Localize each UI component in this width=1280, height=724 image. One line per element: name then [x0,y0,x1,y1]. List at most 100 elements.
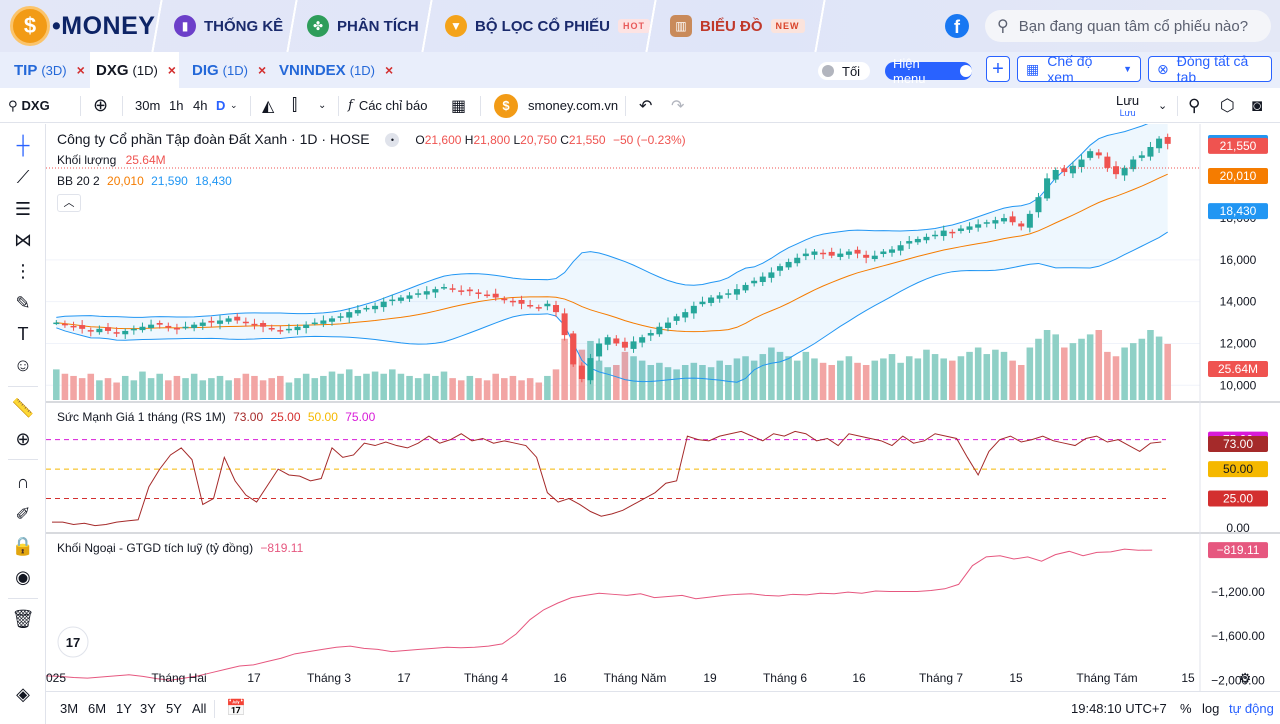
range-3m[interactable]: 3M [60,701,79,716]
candle-body [251,323,258,326]
quick-search-icon[interactable]: ⚲ [1188,95,1201,115]
crosshair-icon[interactable]: ┼ [16,134,30,155]
show-menu-toggle[interactable]: Hiện menu [885,56,972,86]
volume-bar [914,358,922,400]
prediction-icon[interactable]: ⋮ [14,260,32,281]
range-6m[interactable]: 6M [88,701,107,716]
emoji-icon[interactable]: ☺ [13,354,33,375]
search-box[interactable]: ⚲ [985,10,1271,42]
volume-bar [268,378,275,400]
tradingview-logo[interactable]: 17 [57,626,89,658]
calendar-icon[interactable]: 📅 [226,700,246,717]
bb-mid-badge: 20,010 [1220,169,1257,183]
candle-body [337,316,344,318]
fib-icon[interactable]: ☰ [14,198,32,219]
auto-scale-toggle[interactable]: tự động [1229,701,1274,716]
dollar-coin-icon: $ [10,6,50,46]
volume-bar [173,375,181,400]
nav-thong-ke[interactable]: ▮ THỐNG KÊ [160,0,283,52]
bb-lower-value: 18,430 [195,174,232,188]
view-mode-dropdown[interactable]: ▦ Chế độ xem ▼ [1017,53,1141,85]
volume-bar [828,365,835,400]
interval-1h[interactable]: 1h [169,98,184,113]
site-link[interactable]: $ smoney.com.vn [494,88,618,123]
templates-icon[interactable]: ▦ [451,97,467,115]
indicators-button[interactable]: f Các chỉ báo [348,88,427,123]
search-input[interactable] [1018,17,1259,35]
interval-dropdown-icon[interactable]: ⌄ [230,100,238,110]
nav-bieu-do[interactable]: ▥ BIỂU ĐỒ NEW [656,0,805,52]
percent-toggle[interactable]: % [1180,701,1192,716]
interval-d[interactable]: D [216,98,226,113]
log-toggle[interactable]: log [1202,701,1220,716]
tab-dig[interactable]: DIG (1D) × [186,52,272,88]
chart-type-dropdown-icon[interactable]: ⌄ [318,100,327,111]
compare-symbol-icon[interactable]: ⊕ [93,95,109,115]
candle-body [191,324,198,329]
ruler-icon[interactable]: 📏 [11,397,35,418]
chart-canvas[interactable]: 16,00014,00012,00010,00018,00021,59021,5… [46,124,1280,691]
volume-bar [87,373,95,400]
interval-4h[interactable]: 4h [193,98,208,113]
redo-icon[interactable]: ↷ [671,97,685,115]
volume-bar [121,375,129,400]
dark-mode-toggle[interactable]: Tối [818,62,870,80]
camera-icon[interactable]: ◙ [1252,95,1263,115]
tab-tip[interactable]: TIP (3D) × [8,52,91,88]
candles-icon[interactable]: ⫿ [292,96,298,114]
range-3y[interactable]: 3Y [140,701,156,716]
tab-vnindex[interactable]: VNINDEX (1D) × [273,52,399,88]
candle-body [216,320,224,324]
volume-bar [733,358,741,400]
close-icon[interactable]: × [167,62,176,78]
add-tab-button[interactable]: + [986,56,1010,82]
candle-body [596,343,603,357]
ellipsis-icon[interactable]: • [385,133,400,147]
zoom-in-icon[interactable]: ⊕ [15,428,31,449]
close-icon[interactable]: × [76,62,85,78]
save-dropdown-icon[interactable]: ⌄ [1158,100,1168,112]
volume-bar [440,371,448,400]
range-5y[interactable]: 5Y [166,701,182,716]
settings-icon[interactable]: ⬡ [1220,95,1235,115]
magnet-icon[interactable]: ∩ [16,471,30,492]
show-menu-label: Hiện menu [893,56,926,86]
collapse-legend-button[interactable]: ︿ [57,194,81,212]
candle-body [1026,213,1033,228]
nav-phan-tich[interactable]: ✤ PHÂN TÍCH [293,0,419,52]
interval-30m[interactable]: 30m [135,98,161,113]
trendline-icon[interactable]: ⟋ [16,166,30,187]
tab-dxg[interactable]: DXG (1D) × [90,52,179,88]
nav-bo-loc[interactable]: ▼ BỘ LỌC CỔ PHIẾU HOT [431,0,651,52]
candle-body [79,325,86,329]
candle-body [966,226,973,230]
area-chart-icon[interactable]: ◭ [262,97,275,115]
close-label: C [560,133,569,147]
facebook-icon[interactable]: f [945,14,969,38]
rs-label: Sức Mạnh Giá 1 tháng (RS 1M) [57,410,226,424]
volume-bar [509,375,517,400]
close-icon[interactable]: × [384,62,394,78]
trash-icon[interactable]: 🗑 [11,608,35,629]
close-icon[interactable]: × [257,62,267,78]
undo-icon[interactable]: ↶ [639,97,653,115]
volume-bar [1009,360,1016,400]
volume-bar [1121,347,1128,400]
brand-logo[interactable]: $ •MONEY [10,6,155,46]
save-button[interactable]: Lưu Lưu [1116,88,1139,123]
range-all[interactable]: All [192,701,207,716]
text-icon[interactable]: T [17,323,29,344]
range-1y[interactable]: 1Y [116,701,132,716]
close-all-tabs-button[interactable]: ⊗ Đóng tất cả tab [1148,53,1272,85]
nav-label: BỘ LỌC CỔ PHIẾU [475,17,611,35]
layers-icon[interactable]: ◈ [16,683,30,704]
lock-icon[interactable]: 🔒 [11,535,35,556]
lock-drawing-icon[interactable]: ✐ [15,503,31,524]
eye-icon[interactable]: ◉ [15,566,31,587]
brush-icon[interactable]: ✎ [15,292,31,313]
clock-time[interactable]: 19:48:10 UTC+7 [1071,701,1167,716]
pattern-icon[interactable]: ⋈ [14,229,32,250]
divider [338,96,339,116]
symbol-search[interactable]: ⚲ DXG [8,88,50,123]
volume-bar [78,378,86,400]
